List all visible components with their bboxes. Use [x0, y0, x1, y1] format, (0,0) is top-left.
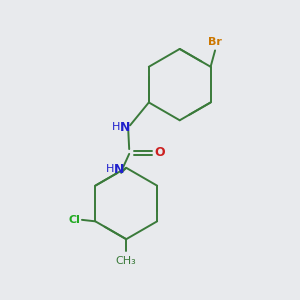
Text: H: H: [106, 164, 115, 174]
Text: N: N: [119, 121, 130, 134]
Text: CH₃: CH₃: [116, 256, 136, 266]
Text: Cl: Cl: [69, 215, 80, 225]
Text: N: N: [114, 163, 124, 176]
Text: Br: Br: [208, 38, 222, 47]
Text: O: O: [154, 146, 165, 159]
Text: H: H: [112, 122, 121, 132]
